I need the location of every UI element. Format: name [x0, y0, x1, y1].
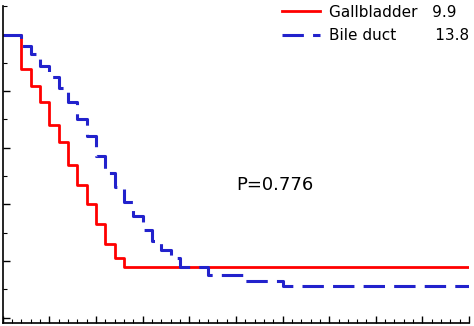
- Legend: Gallbladder   9.9, Bile duct        13.8: Gallbladder 9.9, Bile duct 13.8: [279, 1, 472, 46]
- Text: P=0.776: P=0.776: [236, 176, 313, 194]
